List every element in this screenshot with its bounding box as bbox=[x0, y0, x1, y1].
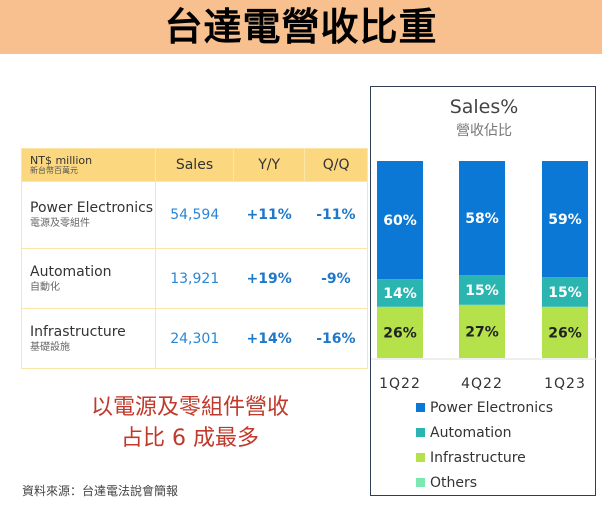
data-label: 26% bbox=[383, 325, 417, 341]
stacked-bar-chart: Sales% 營收佔比 26%14%60%27%15%58%26%15%59% … bbox=[371, 96, 597, 491]
row-name-zh: 電源及零組件 bbox=[30, 218, 90, 229]
sales-table: NT$ million 新台幣百萬元 Sales Y/Y Q/Q Power E… bbox=[21, 148, 368, 369]
row-label: Power Electronics 電源及零組件 bbox=[21, 181, 156, 249]
row-label: Automation 自動化 bbox=[21, 248, 156, 309]
table-row: Power Electronics 電源及零組件 54,594 +11% -11% bbox=[21, 181, 368, 249]
note-line-2: 占比 6 成最多 bbox=[121, 426, 259, 451]
legend-swatch bbox=[416, 478, 425, 487]
table-row: Automation 自動化 13,921 +19% -9% bbox=[21, 248, 368, 309]
bar-segment-power-electronics bbox=[459, 161, 505, 276]
col-qoq: Q/Q bbox=[304, 148, 368, 182]
page-title: 台達電營收比重 bbox=[164, 5, 438, 49]
row-name-zh: 自動化 bbox=[30, 281, 60, 293]
data-label: 15% bbox=[465, 283, 499, 299]
data-label: 58% bbox=[465, 211, 499, 227]
sales-value: 54,594 bbox=[155, 181, 234, 249]
table-header: NT$ million 新台幣百萬元 Sales Y/Y Q/Q bbox=[21, 148, 368, 182]
sales-value: 13,921 bbox=[155, 248, 234, 309]
table-row: Infrastructure 基礎設施 24,301 +14% -16% bbox=[21, 308, 368, 369]
bar-segment-infrastructure bbox=[459, 304, 505, 358]
legend-label: Power Electronics bbox=[430, 400, 553, 416]
data-label: 14% bbox=[383, 286, 417, 302]
chart-subtitle: 營收佔比 bbox=[456, 123, 512, 139]
col-sales: Sales bbox=[155, 148, 234, 182]
legend-label: Others bbox=[430, 475, 477, 491]
bar-segment-infrastructure bbox=[377, 306, 423, 358]
data-label: 60% bbox=[383, 213, 417, 229]
col-yoy: Y/Y bbox=[232, 148, 306, 182]
legend-swatch bbox=[416, 453, 425, 462]
qoq-value: -16% bbox=[304, 308, 368, 369]
data-label: 27% bbox=[465, 324, 499, 340]
bar-segment-infrastructure bbox=[542, 306, 588, 358]
x-tick-label: 1Q23 bbox=[544, 376, 586, 392]
qoq-value: -11% bbox=[304, 181, 368, 249]
highlight-note: 以電源及零組件營收 占比 6 成最多 bbox=[0, 392, 380, 454]
legend-label: Infrastructure bbox=[430, 450, 526, 466]
bar-segment-power-electronics bbox=[542, 161, 588, 278]
data-label: 59% bbox=[548, 212, 582, 228]
row-name-en: Automation bbox=[30, 263, 112, 280]
yoy-value: +14% bbox=[233, 308, 305, 369]
source-note: 資料來源：台達電法說會簡報 bbox=[22, 484, 179, 498]
chart-title: Sales% bbox=[450, 96, 519, 118]
unit-en: NT$ million bbox=[30, 154, 93, 167]
legend-swatch bbox=[416, 403, 425, 412]
sales-value: 24,301 bbox=[155, 308, 234, 369]
note-line-1: 以電源及零組件營收 bbox=[90, 395, 289, 420]
x-tick-label: 1Q22 bbox=[379, 376, 421, 392]
qoq-value: -9% bbox=[304, 248, 368, 309]
row-name-en: Power Electronics bbox=[30, 200, 154, 216]
row-name-zh: 基礎設施 bbox=[30, 341, 70, 353]
unit-header: NT$ million 新台幣百萬元 bbox=[21, 148, 156, 182]
yoy-value: +19% bbox=[233, 248, 305, 309]
row-name-en: Infrastructure bbox=[30, 323, 126, 340]
bar-segment-automation bbox=[542, 277, 588, 307]
yoy-value: +11% bbox=[233, 181, 305, 249]
data-label: 26% bbox=[548, 325, 582, 341]
chart-panel: Sales% 營收佔比 26% 14% 60% 27% 15% 58% 26% 15% 59% … bbox=[370, 86, 597, 496]
legend-label: Automation bbox=[430, 425, 512, 441]
title-band: 台達電營收比重 bbox=[0, 0, 602, 54]
x-tick-label: 4Q22 bbox=[461, 376, 503, 392]
data-label: 15% bbox=[548, 285, 582, 301]
bar-segment-power-electronics bbox=[377, 161, 423, 280]
unit-zh: 新台幣百萬元 bbox=[30, 166, 78, 175]
legend-swatch bbox=[416, 428, 425, 437]
bar-segment-automation bbox=[377, 279, 423, 307]
bar-segment-automation bbox=[459, 275, 505, 305]
row-label: Infrastructure 基礎設施 bbox=[21, 308, 156, 369]
